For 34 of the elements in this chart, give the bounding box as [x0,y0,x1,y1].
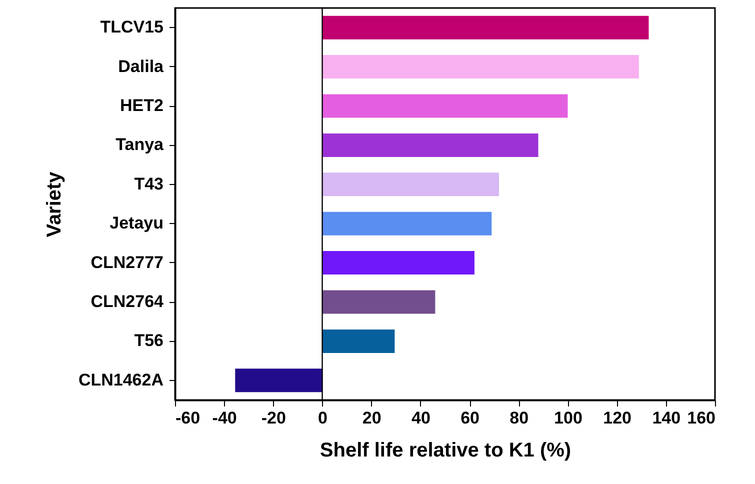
bar [322,290,436,314]
y-tick-label: Dalila [118,56,164,76]
y-tick-label: TLCV15 [100,18,164,37]
bar [322,172,499,196]
x-tick-label: 80 [510,408,529,428]
x-tick-label: 100 [554,408,582,428]
x-tick-label: 40 [411,408,430,428]
y-tick-label: CLN2764 [90,292,164,311]
x-tick-label: 20 [362,408,382,428]
x-tick-label: -60 [176,408,200,428]
bar [322,329,395,353]
y-axis-title: Variety [43,170,66,238]
x-tick-label: 120 [603,408,632,428]
bar [322,55,639,79]
y-tick-label: Tanya [116,135,164,154]
x-tick-label: 0 [318,408,328,428]
x-tick-label: -40 [212,408,237,428]
bar [322,94,568,118]
bar [235,368,322,392]
x-tick-label: 60 [460,408,480,428]
bar [322,212,492,236]
y-tick-label: HET2 [120,96,164,115]
x-tick-label: -20 [261,408,286,428]
bar [322,251,474,275]
x-tick-label: 140 [652,408,681,428]
y-tick-label: Jetayu [110,214,164,233]
y-tick-label: CLN1462A [78,370,164,390]
bar [322,16,649,40]
y-tick-label: T56 [134,331,164,350]
y-tick-label: T43 [134,174,164,194]
x-tick-label: 160 [687,408,716,428]
y-tick-label: CLN2777 [90,252,164,272]
bar [322,133,538,157]
x-axis-title: Shelf life relative to K1 (%) [320,440,572,462]
